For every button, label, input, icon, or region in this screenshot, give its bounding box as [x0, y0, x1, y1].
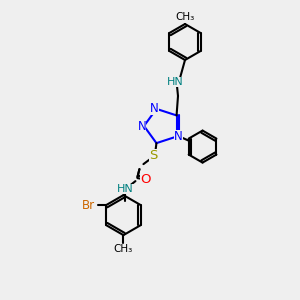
Text: N: N [174, 130, 183, 143]
Text: HN: HN [167, 77, 183, 87]
Text: O: O [140, 172, 151, 186]
Text: S: S [149, 148, 158, 162]
Text: Br: Br [82, 199, 95, 212]
Text: N: N [150, 102, 159, 116]
Text: CH₃: CH₃ [114, 244, 133, 254]
Text: HN: HN [117, 184, 134, 194]
Text: N: N [138, 119, 146, 133]
Text: CH₃: CH₃ [176, 12, 195, 22]
